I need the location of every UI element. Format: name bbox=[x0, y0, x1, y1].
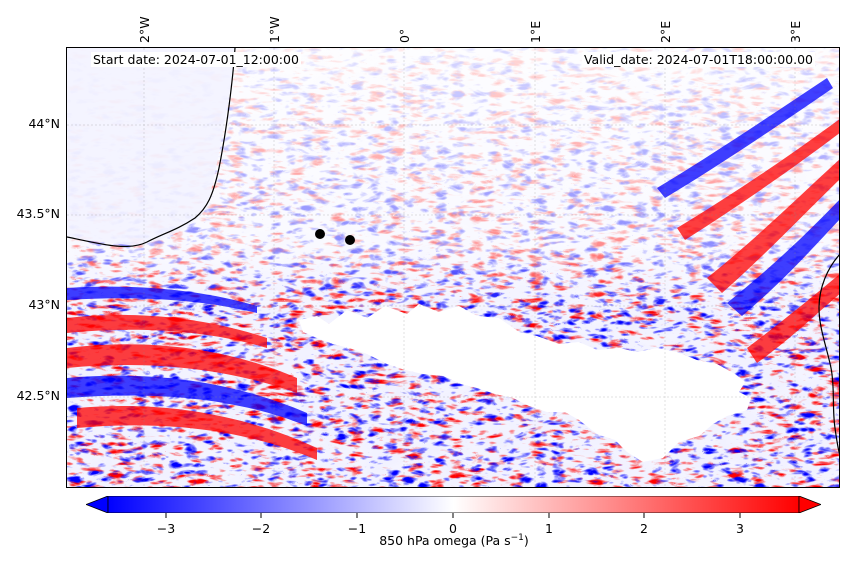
valid-date-label: Valid_date: 2024-07-01T18:00:00.00 bbox=[581, 52, 815, 67]
colorbar-tick-label: 1 bbox=[545, 521, 553, 536]
longitude-label: 2°W bbox=[137, 16, 152, 43]
mediterranean-coast bbox=[818, 254, 839, 455]
latitude-label: 42.5°N bbox=[16, 388, 60, 403]
colorbar-tick-label: 0 bbox=[449, 521, 457, 536]
longitude-label: 1°E bbox=[528, 20, 543, 43]
colorbar-tick-label: −3 bbox=[156, 521, 176, 536]
longitude-label: 0° bbox=[397, 28, 412, 43]
colorbar-tick-label: −1 bbox=[347, 521, 367, 536]
colorbar-tick-label: 2 bbox=[640, 521, 648, 536]
longitude-label: 2°E bbox=[658, 20, 673, 43]
gridlines bbox=[67, 48, 839, 487]
colorbar-tick-label: −2 bbox=[251, 521, 271, 536]
masked-terrain bbox=[299, 304, 751, 462]
map-panel: Start date: 2024-07-01_12:00:00 Valid_da… bbox=[66, 47, 840, 488]
coastline bbox=[67, 48, 236, 248]
colorbar bbox=[86, 496, 821, 513]
latitude-label: 43°N bbox=[28, 297, 60, 312]
start-date-label: Start date: 2024-07-01_12:00:00 bbox=[91, 52, 301, 67]
colorbar-extend-max bbox=[798, 496, 821, 513]
latitude-label: 44°N bbox=[28, 116, 60, 131]
south-band-accents bbox=[67, 78, 839, 460]
latitude-label: 43.5°N bbox=[16, 206, 60, 221]
colorbar-tick-label: 3 bbox=[736, 521, 744, 536]
colorbar-ticks bbox=[165, 513, 741, 518]
station-marker bbox=[345, 235, 355, 245]
colorbar-extend-min bbox=[86, 496, 109, 513]
longitude-label: 3°E bbox=[788, 20, 803, 43]
station-marker bbox=[315, 229, 325, 239]
colorbar-label: 850 hPa omega (Pa s−1) bbox=[379, 533, 529, 549]
longitude-label: 1°W bbox=[267, 16, 282, 43]
omega-field-map bbox=[67, 48, 839, 487]
